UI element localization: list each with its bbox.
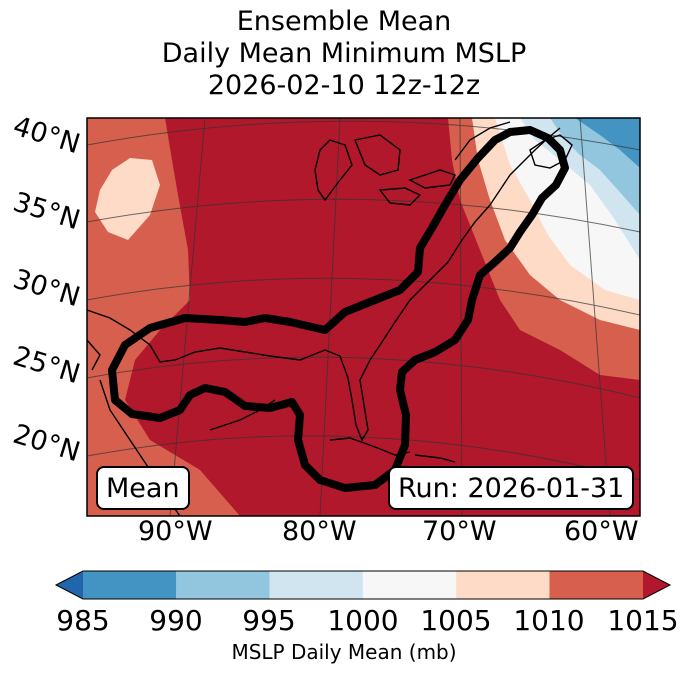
coastlines	[87, 121, 573, 516]
colorbar-tick-1010: 1010	[513, 604, 585, 637]
lon-label-80w: 80°W	[282, 516, 357, 547]
colorbar-tick-1015: 1015	[607, 604, 679, 637]
colorbar-tick-985: 985	[56, 604, 110, 637]
figure-title-line1: Ensemble Mean	[236, 6, 452, 37]
colorbar-tick-995: 995	[242, 604, 296, 637]
pressure-field-below-985	[575, 118, 640, 168]
lon-label-90w: 90°W	[138, 516, 213, 547]
mslp-contour-1010	[108, 126, 569, 492]
lon-label-70w: 70°W	[422, 516, 497, 547]
run-date-badge: Run: 2026-01-31	[388, 466, 635, 510]
figure-title-line2: Daily Mean Minimum MSLP	[161, 38, 527, 69]
colorbar-label: MSLP Daily Mean (mb)	[231, 640, 457, 664]
colorbar-segment-990-995	[176, 571, 270, 599]
colorbar-tick-990: 990	[149, 604, 203, 637]
map-frame	[86, 117, 641, 517]
map-panel	[86, 117, 641, 517]
lon-label-60w: 60°W	[564, 516, 639, 547]
colorbar-segment-1005-1010	[456, 571, 550, 599]
colorbar-segment-985-990	[83, 571, 177, 599]
colorbar-segment-1000-1005	[362, 571, 457, 599]
colorbar-tick-1005: 1005	[420, 604, 492, 637]
colorbar-segment-1010-1015	[549, 571, 643, 599]
figure-title-line3: 2026-02-10 12z-12z	[207, 70, 481, 101]
mean-badge: Mean	[96, 466, 190, 510]
colorbar-outline	[54, 570, 672, 600]
colorbar-extend-high	[643, 571, 670, 599]
colorbar-extend-low	[56, 571, 83, 599]
colorbar-tick-1000: 1000	[327, 604, 399, 637]
pressure-field-1000-1005-west	[95, 158, 160, 240]
colorbar-segment-995-1000	[269, 571, 363, 599]
